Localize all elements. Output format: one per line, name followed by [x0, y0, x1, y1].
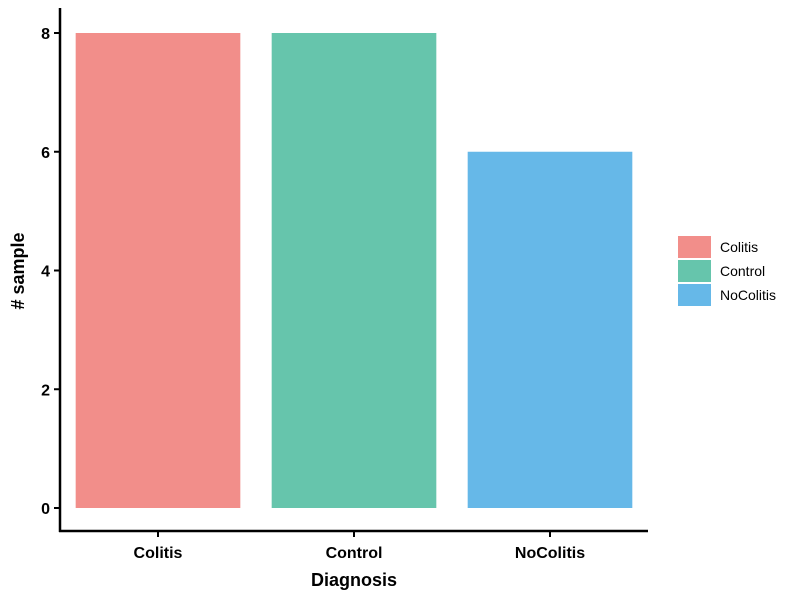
legend: Colitis Control NoColitis — [678, 236, 776, 306]
y-tick-label: 8 — [41, 26, 50, 43]
bar-colitis — [75, 33, 241, 508]
x-tick-label: Control — [326, 545, 383, 562]
y-tick-label: 4 — [41, 264, 50, 281]
y-tick-label: 0 — [41, 501, 50, 518]
legend-label-control: Control — [720, 263, 765, 279]
legend-label-nocolitis: NoColitis — [720, 287, 776, 303]
bar-control — [271, 33, 437, 508]
x-tick-label: NoColitis — [515, 545, 585, 562]
y-axis-ticks: 0 2 4 6 8 — [41, 26, 60, 518]
bar-nocolitis — [467, 151, 633, 508]
y-tick-label: 6 — [41, 145, 50, 162]
legend-key-control — [678, 260, 711, 282]
legend-key-colitis — [678, 236, 711, 258]
legend-key-nocolitis — [678, 284, 711, 306]
bars-group — [75, 33, 633, 508]
x-axis-ticks: Colitis Control NoColitis — [134, 531, 585, 562]
x-tick-label: Colitis — [134, 545, 183, 562]
y-axis-title: # sample — [8, 232, 28, 309]
x-axis-title: Diagnosis — [311, 570, 397, 590]
legend-label-colitis: Colitis — [720, 239, 758, 255]
y-tick-label: 2 — [41, 382, 50, 399]
